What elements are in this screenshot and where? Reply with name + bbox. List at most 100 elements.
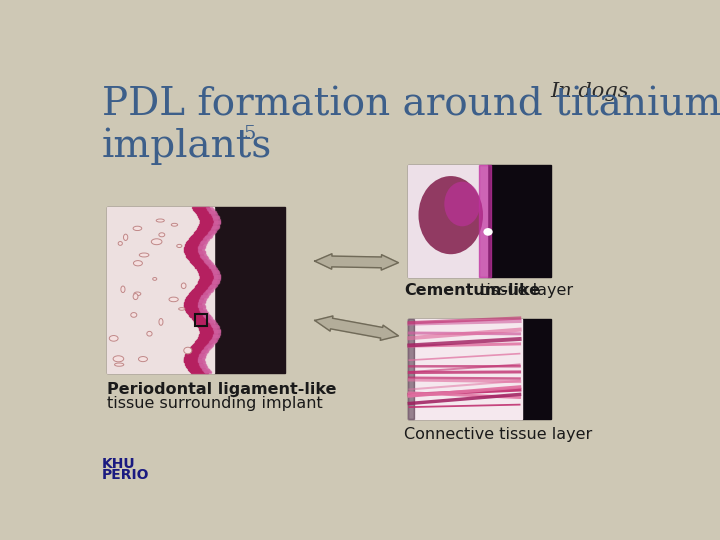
Bar [212,271,219,273]
Bar [480,165,491,276]
Bar [186,310,203,312]
Bar [198,227,215,228]
Bar [213,280,220,281]
Bar [107,207,285,373]
Bar [214,277,220,278]
Bar [184,356,202,357]
Bar [185,307,202,308]
Bar [194,265,211,266]
Bar [212,337,218,338]
Bar [197,230,213,231]
Bar [199,309,206,311]
Bar [197,214,215,215]
Bar [198,302,204,303]
Bar [214,333,220,334]
Bar [213,225,219,226]
Bar [204,260,210,261]
Bar [199,332,217,333]
Bar [197,339,215,340]
Bar [207,209,214,210]
Bar [198,360,204,362]
Bar [193,208,210,210]
Bar [185,363,202,364]
Bar [184,302,202,303]
Bar [199,306,204,307]
Bar [201,366,207,367]
Bar [204,348,210,349]
Bar [208,265,214,266]
Bar [188,350,204,352]
Polygon shape [315,316,398,340]
Bar [198,306,204,307]
Bar [212,282,218,284]
Bar [202,295,207,296]
Bar [199,272,216,273]
Bar [196,322,213,323]
Text: tissue layer: tissue layer [475,283,573,298]
Bar [201,352,207,353]
Bar [213,334,220,335]
Bar [199,251,204,253]
Ellipse shape [124,234,127,240]
Bar [199,275,217,276]
Bar [204,370,210,372]
Bar [192,262,209,264]
Bar [213,335,219,336]
Bar [200,353,206,354]
Bar [207,345,212,346]
Bar [213,273,220,274]
Bar [202,314,209,315]
Bar [184,249,202,251]
Bar [185,363,202,365]
Bar [199,329,217,330]
Bar [211,284,217,285]
Bar [207,320,214,321]
Ellipse shape [114,363,124,366]
Ellipse shape [133,226,142,231]
Bar [206,207,212,208]
Bar [198,247,204,248]
Bar [203,315,210,316]
Bar [185,300,202,302]
Ellipse shape [171,224,178,226]
Bar [187,367,204,368]
Bar [214,276,220,278]
Bar [191,371,207,373]
Bar [206,346,212,347]
Bar [199,357,204,358]
Bar [212,215,218,216]
Bar [199,355,205,356]
Bar [189,239,206,240]
Bar [186,255,203,256]
Bar [193,264,210,265]
Bar [212,269,218,271]
Bar [199,219,217,220]
Bar [198,338,215,339]
Bar [192,235,208,237]
Bar [211,323,217,325]
Bar [199,300,205,302]
Bar [208,288,214,289]
Ellipse shape [113,356,124,362]
Bar [186,299,202,300]
Ellipse shape [138,356,148,362]
Bar [210,231,216,232]
Bar [207,343,213,345]
Bar [199,334,217,335]
Ellipse shape [134,292,141,295]
Bar [184,361,202,362]
Bar [199,278,217,279]
Bar [184,247,202,248]
Bar [203,238,210,239]
Bar [199,356,204,357]
Bar [202,257,208,258]
Bar [207,233,214,234]
Bar [197,323,214,325]
Bar [199,218,216,219]
Bar [192,289,210,291]
Bar [204,347,210,348]
Bar [206,235,212,236]
Bar [199,226,216,227]
Bar [210,268,217,269]
Bar [206,262,212,264]
